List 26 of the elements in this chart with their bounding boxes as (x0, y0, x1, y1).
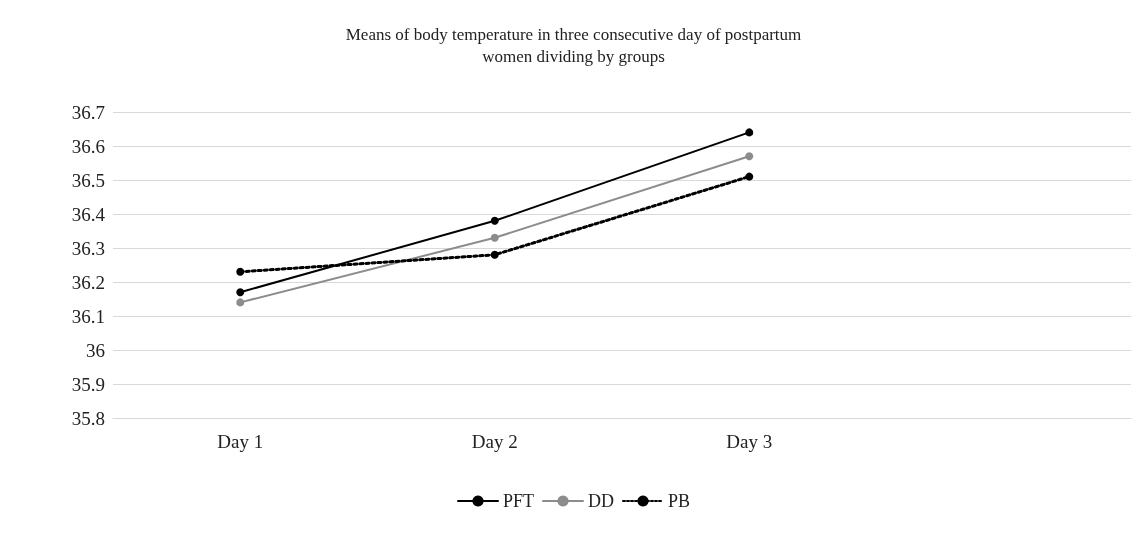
chart-title: Means of body temperature in three consecutive day of postpartum women dividing by groups (345, 24, 802, 66)
point (745, 128, 754, 137)
point (490, 250, 499, 259)
point (236, 298, 245, 307)
point (745, 152, 754, 161)
point (490, 216, 499, 225)
y-tick-label: 36.4 (71, 203, 106, 225)
y-tick-label: 36.2 (71, 271, 105, 293)
y-tick-label: 36.1 (71, 305, 105, 327)
point (745, 172, 754, 181)
y-tick-label: 36.5 (71, 169, 105, 191)
y-tick-label: 35.9 (71, 373, 105, 395)
legend-label: DD (588, 491, 614, 511)
y-tick-label: 36 (86, 339, 105, 361)
x-tick-label: Day 1 (217, 431, 264, 452)
y-tick-label: 36.3 (71, 237, 105, 259)
x-tick-label: Day 2 (471, 431, 518, 452)
legend-label: PFT (502, 491, 535, 511)
y-tick-label: 36.6 (71, 135, 105, 157)
y-tick-label: 36.7 (71, 101, 105, 123)
point (490, 233, 499, 242)
y-tick-label: 35.8 (71, 407, 105, 429)
point (236, 267, 245, 276)
x-tick-label: Day 3 (726, 431, 773, 452)
legend-label: PB (668, 491, 691, 511)
point (236, 288, 245, 297)
